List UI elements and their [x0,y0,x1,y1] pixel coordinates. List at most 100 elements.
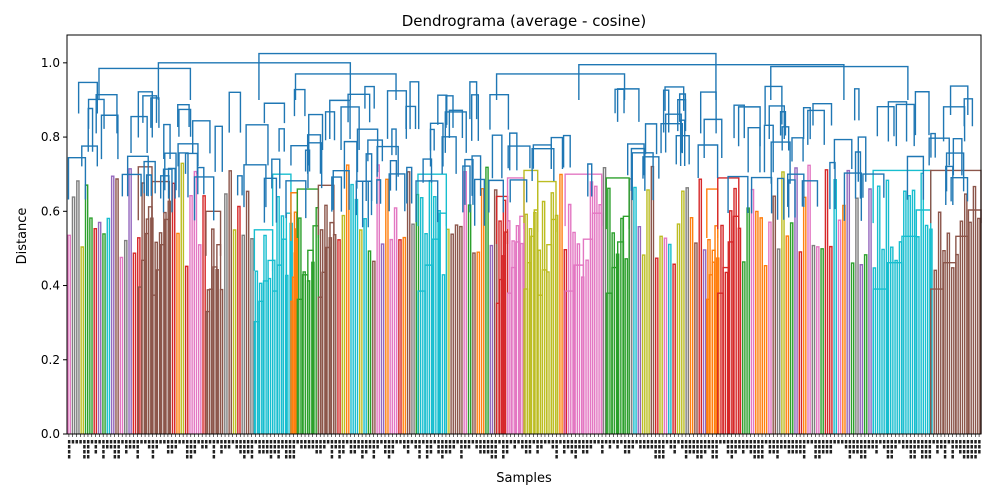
leaf-link [237,205,241,434]
leaf-label-mark [608,440,612,444]
leaf-label-mark [639,440,642,444]
leaf-link [624,258,629,434]
cluster-branch [732,215,740,434]
leaf-label-mark [562,440,566,444]
leaf-label-mark [471,440,475,444]
leaf-link [480,188,485,434]
leaf-link [197,244,202,434]
top-merge-link [157,62,352,100]
upper-link [184,152,199,174]
leaf-label-mark [353,450,357,454]
leaf-label-mark [250,440,254,444]
leaf-label-mark [631,445,635,449]
cluster-top-link [706,188,719,239]
leaf-label-mark [281,440,284,444]
leaf-label-mark [193,440,197,444]
upper-link [448,109,464,139]
leaf-label-mark [376,445,379,449]
leaf-label-mark [627,450,631,454]
leaf-label-mark [959,445,962,449]
leaf-label-mark [585,450,589,454]
leaf-link [837,219,842,434]
leaf-label-mark [536,450,539,454]
leaf-label-mark [700,445,703,449]
leaf-label-mark [288,450,292,454]
leaf-link [245,190,250,434]
leaf-label-mark [943,440,947,444]
upper-link [293,88,306,117]
leaf-label-mark [509,440,513,444]
leaf-label-mark [483,440,486,444]
leaf-label-mark [452,440,456,444]
leaf-label-mark [189,440,193,444]
leaf-label-mark [83,445,86,449]
leaf-label-mark [258,440,261,444]
leaf-label-mark [856,445,859,449]
leaf-label-mark [479,450,482,454]
upper-link [787,173,805,207]
leaf-label-mark [901,445,905,449]
leaf-link [367,250,372,434]
leaf-link [432,196,437,434]
leaf-label-mark [776,450,779,454]
leaf-link [376,164,380,434]
cluster-top-link [253,229,274,271]
leaf-label-mark [441,445,444,449]
leaf-label-mark [292,440,296,444]
upper-link [699,91,717,134]
leaf-label-mark [246,445,250,449]
leaf-link [654,257,659,434]
leaf-label-mark [966,450,970,454]
leaf-link [467,204,472,434]
leaf-label-mark [102,445,105,449]
leaf-label-mark [620,440,623,444]
upper-link [263,177,278,223]
upper-link [662,89,670,133]
leaf-link [419,196,424,434]
leaf-label-mark [296,440,299,444]
leaf-label-mark [962,440,966,444]
leaf-label-mark [437,440,440,444]
leaf-link [454,224,459,434]
leaf-label-mark [802,440,806,444]
leaf-label-mark [772,450,775,454]
upper-link [801,180,819,207]
upper-link [142,95,158,123]
leaf-label-mark [799,440,802,444]
upper-link [764,85,783,125]
leaf-label-mark [818,450,821,454]
leaf-label-mark [970,445,973,449]
leaf-label-mark [67,450,71,454]
leaf-label-mark [578,440,581,444]
leaf-label-mark [349,445,353,449]
leaf-label-mark [441,440,444,444]
leaf-label-mark [555,455,558,459]
top-merge-link [495,73,626,100]
leaf-link [515,224,520,434]
upper-link [347,93,371,123]
leaf-label-mark [83,455,86,459]
leaf-label-mark [871,445,874,449]
leaf-label-mark [715,455,718,459]
leaf-link [89,217,93,434]
leaf-link [646,189,650,434]
upper-link [531,148,555,181]
leaf-label-mark [974,440,977,444]
leaf-label-mark [155,445,158,449]
leaf-label-mark [673,440,676,444]
leaf-link [807,164,811,434]
leaf-label-mark [132,440,136,444]
leaf-label-mark [966,440,970,444]
leaf-label-mark [326,440,330,444]
upper-link [952,137,963,176]
leaf-label-mark [947,440,951,444]
leaf-label-mark [959,450,962,454]
upper-link [469,81,478,120]
leaf-label-mark [860,455,863,459]
leaf-link [446,228,450,434]
leaf-label-mark [418,440,421,444]
leaf-label-mark [593,440,596,444]
leaf-label-mark [882,440,886,444]
leaf-label-mark [562,445,566,449]
leaf-label-mark [654,445,657,449]
